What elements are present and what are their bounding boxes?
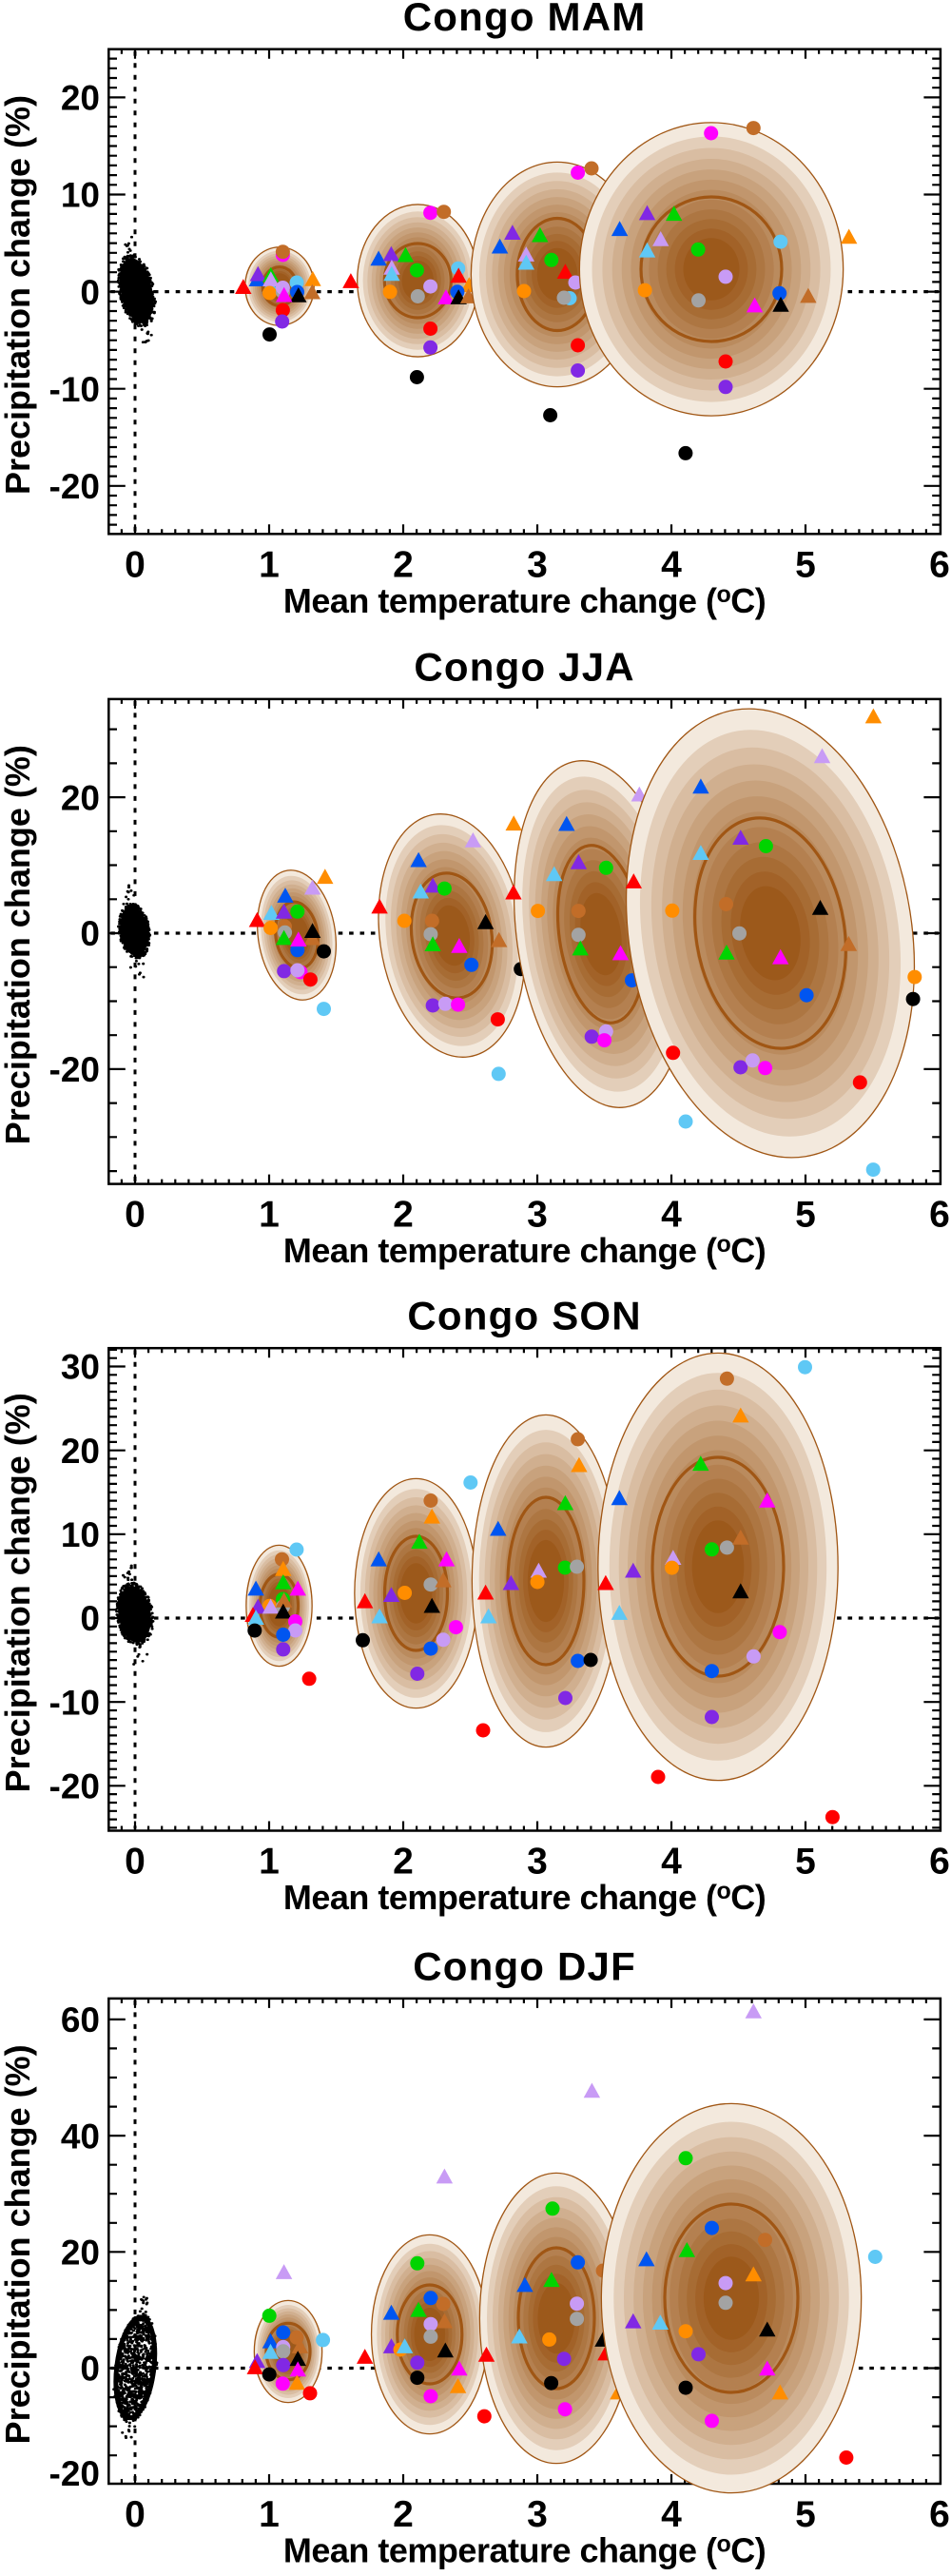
svg-text:1: 1 — [259, 544, 280, 585]
svg-text:20: 20 — [61, 2234, 100, 2273]
svg-text:4: 4 — [661, 1195, 682, 1236]
svg-text:0: 0 — [80, 273, 100, 312]
svg-text:Congo MAM: Congo MAM — [403, 0, 647, 39]
svg-text:0: 0 — [125, 1195, 146, 1236]
svg-text:1: 1 — [259, 2494, 280, 2535]
svg-text:Precipitation change (%): Precipitation change (%) — [0, 1393, 37, 1792]
svg-text:Congo DJF: Congo DJF — [413, 1943, 636, 1988]
svg-text:0: 0 — [125, 544, 146, 585]
svg-text:-10: -10 — [49, 1683, 100, 1722]
svg-text:Mean temperature change (oC): Mean temperature change (oC) — [283, 2531, 766, 2570]
svg-text:-20: -20 — [49, 1767, 100, 1806]
svg-text:6: 6 — [929, 1842, 950, 1883]
svg-text:6: 6 — [929, 544, 950, 585]
svg-text:3: 3 — [527, 2494, 548, 2535]
svg-text:6: 6 — [929, 1195, 950, 1236]
svg-text:Congo JJA: Congo JJA — [414, 644, 634, 689]
svg-text:4: 4 — [661, 1842, 682, 1883]
svg-text:Mean temperature change (oC): Mean temperature change (oC) — [283, 1231, 766, 1270]
svg-text:2: 2 — [393, 2494, 414, 2535]
svg-text:20: 20 — [61, 778, 100, 817]
svg-text:-20: -20 — [49, 1050, 100, 1089]
svg-text:0: 0 — [80, 2350, 100, 2389]
svg-text:Mean temperature change (oC): Mean temperature change (oC) — [283, 581, 766, 620]
svg-text:40: 40 — [61, 2117, 100, 2156]
svg-text:-10: -10 — [49, 370, 100, 409]
svg-text:Precipitation change (%): Precipitation change (%) — [0, 95, 37, 495]
svg-text:10: 10 — [61, 1515, 100, 1554]
svg-text:1: 1 — [259, 1842, 280, 1883]
svg-text:3: 3 — [527, 1195, 548, 1236]
svg-text:3: 3 — [527, 544, 548, 585]
svg-text:30: 30 — [61, 1348, 100, 1387]
svg-text:5: 5 — [795, 544, 816, 585]
svg-text:6: 6 — [929, 2494, 950, 2535]
svg-text:20: 20 — [61, 1432, 100, 1471]
svg-text:Precipitation change (%): Precipitation change (%) — [0, 2044, 37, 2444]
svg-text:60: 60 — [61, 2000, 100, 2039]
svg-text:2: 2 — [393, 1195, 414, 1236]
svg-text:10: 10 — [61, 176, 100, 215]
svg-text:4: 4 — [661, 544, 682, 585]
svg-text:Mean temperature change (oC): Mean temperature change (oC) — [283, 1878, 766, 1917]
svg-text:0: 0 — [80, 1599, 100, 1638]
svg-text:2: 2 — [393, 544, 414, 585]
svg-text:-20: -20 — [49, 467, 100, 506]
svg-text:0: 0 — [125, 2494, 146, 2535]
svg-text:5: 5 — [795, 1842, 816, 1883]
svg-text:-20: -20 — [49, 2454, 100, 2493]
svg-text:3: 3 — [527, 1842, 548, 1883]
svg-text:0: 0 — [125, 1842, 146, 1883]
svg-text:1: 1 — [259, 1195, 280, 1236]
svg-text:2: 2 — [393, 1842, 414, 1883]
svg-text:5: 5 — [795, 2494, 816, 2535]
svg-text:5: 5 — [795, 1195, 816, 1236]
svg-text:4: 4 — [661, 2494, 682, 2535]
svg-text:20: 20 — [61, 79, 100, 118]
svg-text:Congo SON: Congo SON — [407, 1294, 641, 1338]
svg-text:0: 0 — [80, 914, 100, 953]
svg-text:Precipitation change (%): Precipitation change (%) — [0, 745, 37, 1144]
